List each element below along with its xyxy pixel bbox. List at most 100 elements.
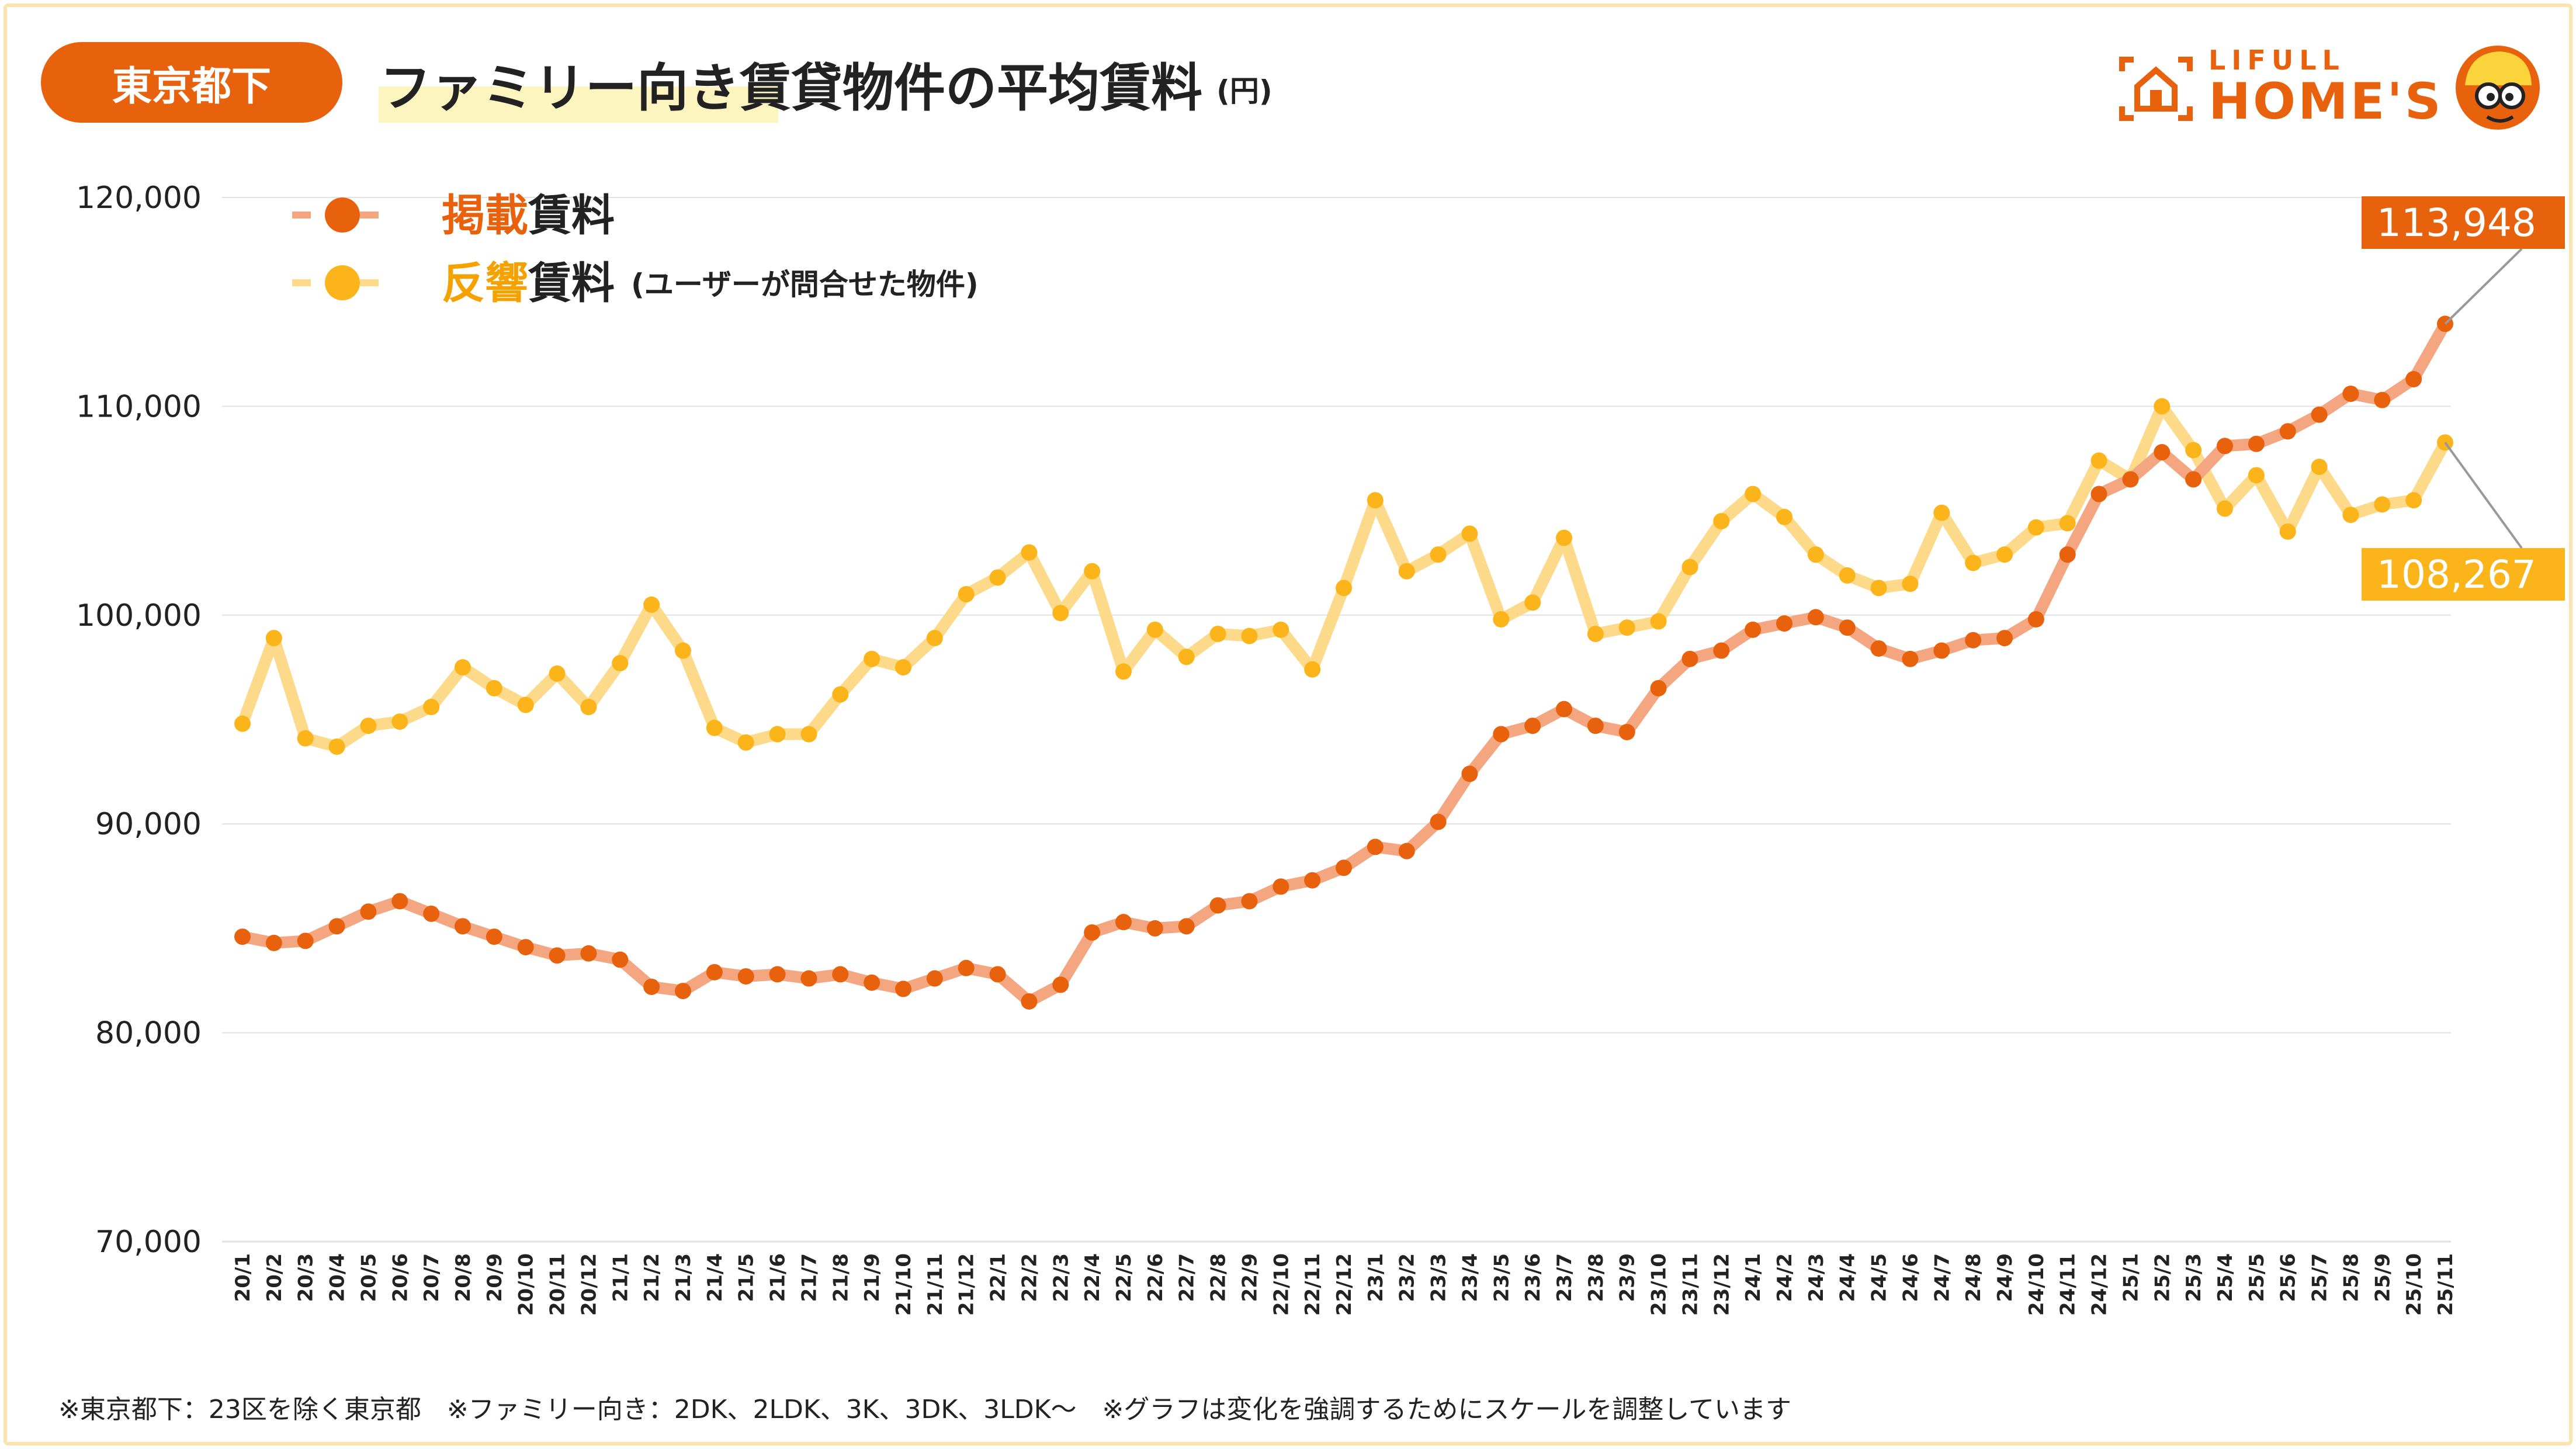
data-point-listing xyxy=(1461,765,1478,782)
data-point-inquiry xyxy=(1115,663,1132,680)
data-point-inquiry xyxy=(737,734,754,751)
data-point-inquiry xyxy=(2154,398,2171,415)
data-point-listing xyxy=(297,933,314,949)
data-point-listing xyxy=(1996,630,2013,647)
x-tick-label: 23/11 xyxy=(1679,1253,1702,1316)
x-tick-label: 24/3 xyxy=(1805,1253,1828,1302)
data-point-listing xyxy=(2090,486,2107,502)
y-tick-label: 120,000 xyxy=(76,181,202,216)
data-point-inquiry xyxy=(675,642,691,659)
data-point-listing xyxy=(580,945,597,962)
data-point-inquiry xyxy=(1493,611,1510,628)
data-point-inquiry xyxy=(2027,519,2044,536)
data-point-inquiry xyxy=(2185,442,2202,459)
data-point-listing xyxy=(1870,640,1887,657)
x-tick-label: 21/12 xyxy=(955,1253,979,1316)
data-point-listing xyxy=(423,905,440,922)
data-point-inquiry xyxy=(2374,496,2391,513)
data-point-inquiry xyxy=(1556,529,1572,546)
data-point-listing xyxy=(2311,406,2328,423)
data-point-inquiry xyxy=(328,738,345,755)
data-point-inquiry xyxy=(1618,619,1635,636)
data-point-listing xyxy=(1618,723,1635,740)
x-tick-label: 25/1 xyxy=(2119,1253,2142,1302)
legend-label-inquiry: 反響賃料 (ユーザーが問合せた物件) xyxy=(442,258,979,308)
data-point-inquiry xyxy=(832,686,849,703)
x-tick-label: 23/5 xyxy=(1490,1253,1513,1302)
x-tick-label: 23/1 xyxy=(1364,1253,1388,1302)
data-point-listing xyxy=(895,980,911,997)
end-label-box-listing xyxy=(2362,196,2565,249)
data-point-inquiry xyxy=(1650,613,1667,630)
x-tick-label: 23/6 xyxy=(1521,1253,1545,1302)
data-point-inquiry xyxy=(1807,546,1824,563)
x-tick-label: 21/6 xyxy=(767,1253,790,1302)
legend-label-inquiry-accent: 反響 xyxy=(442,258,528,308)
data-point-listing xyxy=(737,968,754,985)
data-point-listing xyxy=(643,978,660,995)
data-point-listing xyxy=(926,970,943,987)
x-tick-label: 24/12 xyxy=(2088,1253,2112,1316)
x-tick-label: 20/9 xyxy=(483,1253,507,1302)
x-tick-label: 25/10 xyxy=(2402,1253,2426,1316)
x-tick-label: 25/5 xyxy=(2245,1253,2269,1302)
y-tick-label: 70,000 xyxy=(95,1225,202,1260)
data-point-listing xyxy=(1524,717,1541,734)
end-label-box-inquiry xyxy=(2362,548,2565,601)
x-tick-label: 24/2 xyxy=(1773,1253,1797,1302)
data-point-inquiry xyxy=(926,630,943,647)
data-point-inquiry xyxy=(864,650,880,667)
data-point-inquiry xyxy=(423,699,440,716)
y-tick-label: 100,000 xyxy=(76,598,202,633)
data-point-inquiry xyxy=(1745,486,1762,502)
data-point-inquiry xyxy=(1713,512,1730,529)
data-point-listing xyxy=(360,903,377,920)
x-tick-label: 21/10 xyxy=(892,1253,916,1316)
x-tick-label: 24/7 xyxy=(1930,1253,1954,1302)
x-axis-ticks: 20/1 20/2 20/3 20/4 20/5 20/6 20/7 20/8 20/9 20/1… xyxy=(231,1253,2457,1316)
data-point-listing xyxy=(958,959,975,976)
data-point-inquiry xyxy=(455,659,471,676)
x-tick-label: 21/1 xyxy=(609,1253,632,1302)
data-point-listing xyxy=(2279,423,2296,440)
data-point-inquiry xyxy=(1965,554,1982,571)
data-point-inquiry xyxy=(517,696,534,713)
x-tick-label: 22/6 xyxy=(1144,1253,1167,1302)
mascot-icon xyxy=(2456,46,2540,130)
x-tick-label: 25/6 xyxy=(2277,1253,2300,1302)
data-point-inquiry xyxy=(2311,459,2328,476)
x-tick-label: 23/9 xyxy=(1616,1253,1639,1302)
y-axis-ticks: 70,000 80,000 90,000 100,000 110,000 120,000 xyxy=(76,181,202,1260)
data-point-inquiry xyxy=(1398,563,1415,580)
x-tick-label: 20/3 xyxy=(294,1253,318,1302)
x-tick-label: 22/5 xyxy=(1112,1253,1136,1302)
x-tick-label: 20/1 xyxy=(231,1253,255,1302)
data-point-listing xyxy=(517,939,534,956)
x-tick-label: 25/8 xyxy=(2339,1253,2363,1302)
data-point-listing xyxy=(1902,650,1919,667)
end-label-inquiry: 108,267 xyxy=(2377,552,2536,597)
logo-text-small: LIFULL xyxy=(2209,44,2345,76)
x-tick-label: 22/8 xyxy=(1207,1253,1230,1302)
x-tick-label: 20/2 xyxy=(263,1253,286,1302)
data-point-inquiry xyxy=(1146,621,1163,638)
x-tick-label: 22/12 xyxy=(1333,1253,1356,1316)
data-point-listing xyxy=(1556,701,1572,717)
data-point-listing xyxy=(800,970,817,987)
series-line-inquiry xyxy=(237,400,2451,753)
series-layer xyxy=(234,316,2453,1010)
x-tick-label: 23/3 xyxy=(1427,1253,1451,1302)
x-tick-label: 24/1 xyxy=(1742,1253,1765,1302)
data-point-listing xyxy=(612,951,629,968)
logo-text-big: HOME'S xyxy=(2209,72,2443,131)
data-point-listing xyxy=(2342,385,2359,402)
x-tick-label: 22/3 xyxy=(1049,1253,1073,1302)
x-tick-label: 20/5 xyxy=(357,1253,380,1302)
data-point-listing xyxy=(1273,878,1289,895)
x-tick-label: 22/7 xyxy=(1176,1253,1199,1302)
data-point-inquiry xyxy=(1209,625,1226,642)
end-labels: 113,948 108,267 xyxy=(2362,196,2565,601)
data-point-inquiry xyxy=(234,715,251,732)
data-point-listing xyxy=(2122,471,2139,488)
x-tick-label: 25/2 xyxy=(2151,1253,2174,1302)
